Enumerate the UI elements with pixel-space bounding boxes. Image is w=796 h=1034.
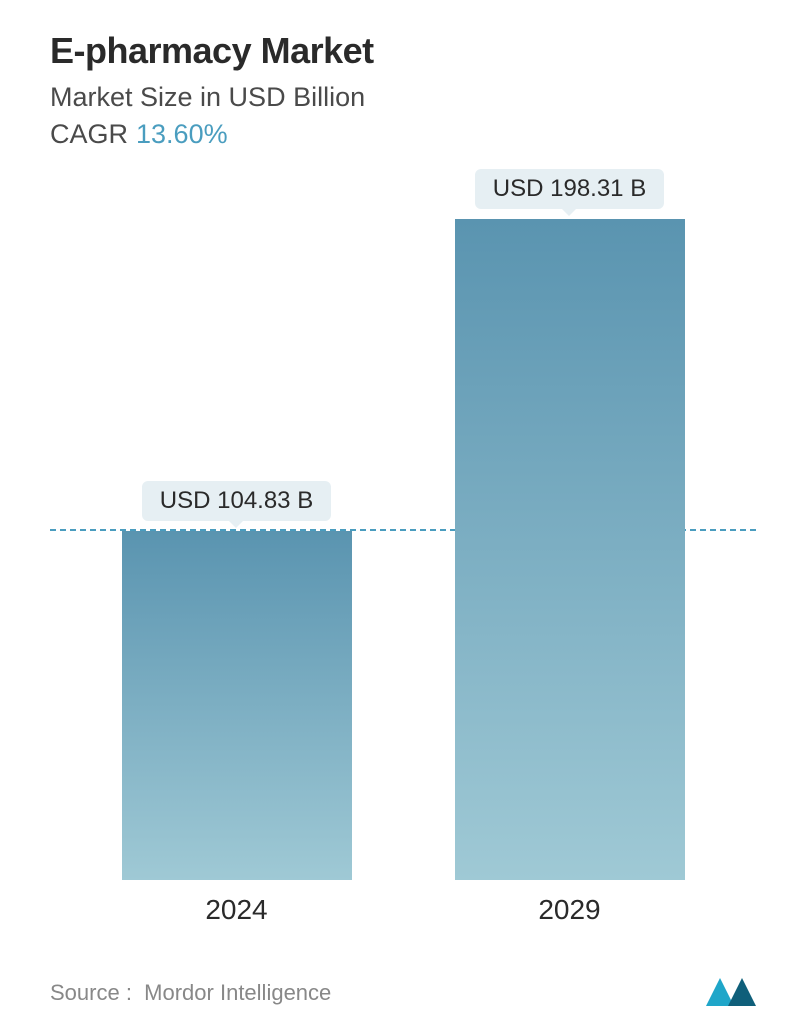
value-pill: USD 198.31 B — [475, 169, 664, 209]
source-label: Source : — [50, 980, 132, 1005]
x-axis-labels: 2024 2029 — [50, 894, 756, 926]
bar — [122, 531, 352, 880]
cagr-value: 13.60% — [136, 119, 228, 149]
bar-slot: USD 198.31 B — [455, 169, 685, 880]
chart-area: USD 104.83 BUSD 198.31 B — [50, 180, 756, 880]
x-label: 2024 — [122, 894, 352, 926]
bars-row: USD 104.83 BUSD 198.31 B — [50, 180, 756, 880]
cagr-label: CAGR — [50, 119, 128, 149]
source-text: Source : Mordor Intelligence — [50, 980, 331, 1006]
bar — [455, 219, 685, 880]
chart-container: E-pharmacy Market Market Size in USD Bil… — [0, 0, 796, 1034]
footer: Source : Mordor Intelligence — [50, 978, 756, 1006]
value-pill: USD 104.83 B — [142, 481, 331, 521]
brand-logo — [706, 978, 756, 1006]
cagr-row: CAGR 13.60% — [50, 119, 756, 150]
x-label: 2029 — [455, 894, 685, 926]
chart-subtitle: Market Size in USD Billion — [50, 82, 756, 113]
chart-title: E-pharmacy Market — [50, 30, 756, 72]
logo-triangle-icon — [728, 978, 756, 1006]
bar-slot: USD 104.83 B — [122, 481, 352, 880]
source-name: Mordor Intelligence — [144, 980, 331, 1005]
